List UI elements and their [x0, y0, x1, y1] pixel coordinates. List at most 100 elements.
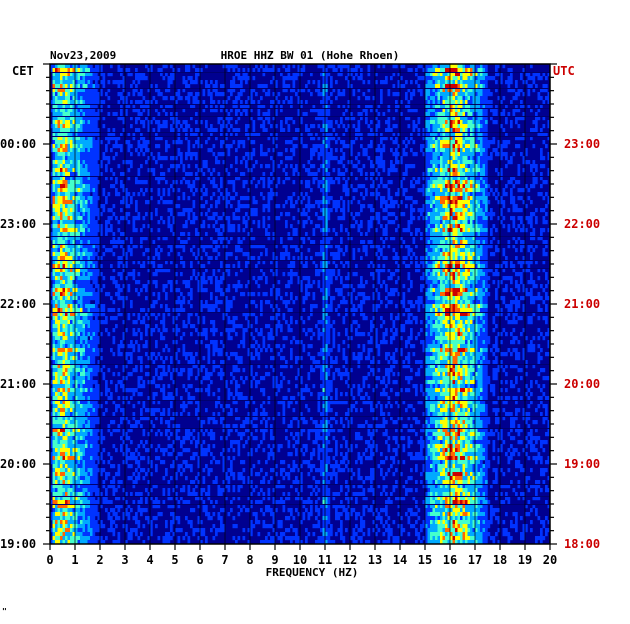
heatmap-cell	[157, 156, 161, 161]
heatmap-cell	[465, 248, 468, 253]
heatmap-cell	[450, 216, 453, 221]
heatmap-cell	[322, 188, 326, 193]
heatmap-cell	[232, 88, 236, 93]
heatmap-cell	[455, 72, 458, 77]
heatmap-cell	[455, 224, 458, 229]
heatmap-cell	[380, 204, 383, 209]
heatmap-cell	[532, 160, 536, 165]
heatmap-cell	[105, 176, 108, 181]
heatmap-cell	[67, 112, 71, 117]
heatmap-cell	[120, 184, 123, 189]
heatmap-cell	[322, 104, 326, 109]
heatmap-cell	[527, 216, 531, 221]
heatmap-cell	[252, 244, 256, 249]
heatmap-cell	[405, 92, 408, 97]
heatmap-cell	[135, 176, 138, 181]
heatmap-cell	[450, 112, 453, 117]
heatmap-cell	[432, 96, 436, 101]
heatmap-cell	[172, 72, 176, 77]
heatmap-cell	[65, 192, 68, 197]
heatmap-cell	[140, 264, 143, 269]
heatmap-cell	[187, 96, 191, 101]
heatmap-cell	[242, 220, 246, 225]
heatmap-cell	[145, 76, 148, 81]
heatmap-cell	[337, 176, 341, 181]
heatmap-cell	[370, 220, 373, 225]
heatmap-cell	[217, 120, 221, 125]
heatmap-cell	[167, 244, 171, 249]
heatmap-cell	[422, 128, 426, 133]
heatmap-cell	[110, 228, 113, 233]
heatmap-cell	[440, 68, 443, 73]
heatmap-cell	[340, 148, 343, 153]
heatmap-cell	[190, 92, 193, 97]
heatmap-cell	[80, 244, 83, 249]
heatmap-cell	[82, 84, 86, 89]
heatmap-cell	[122, 248, 126, 253]
heatmap-cell	[502, 108, 506, 113]
heatmap-cell	[67, 124, 71, 129]
heatmap-cell	[80, 224, 83, 229]
heatmap-cell	[220, 176, 223, 181]
heatmap-cell	[535, 164, 538, 169]
heatmap-cell	[95, 64, 98, 69]
heatmap-cell	[50, 144, 53, 149]
heatmap-cell	[205, 252, 208, 257]
heatmap-cell	[460, 196, 463, 201]
heatmap-cell	[420, 64, 423, 69]
heatmap-cell	[382, 200, 386, 205]
heatmap-cell	[165, 200, 168, 205]
heatmap-cell	[217, 152, 221, 157]
heatmap-cell	[52, 124, 56, 129]
heatmap-cell	[380, 236, 383, 241]
heatmap-cell	[75, 188, 78, 193]
heatmap-cell	[375, 124, 378, 129]
heatmap-cell	[175, 180, 178, 185]
heatmap-cell	[472, 184, 476, 189]
heatmap-cell	[450, 156, 453, 161]
heatmap-cell	[482, 80, 486, 85]
heatmap-cell	[197, 100, 201, 105]
heatmap-cell	[387, 188, 391, 193]
heatmap-cell	[425, 216, 428, 221]
heatmap-cell	[187, 232, 191, 237]
heatmap-cell	[400, 100, 403, 105]
heatmap-cell	[457, 116, 461, 121]
heatmap-cell	[322, 224, 326, 229]
heatmap-cell	[487, 144, 491, 149]
heatmap-cell	[77, 192, 81, 197]
heatmap-cell	[442, 216, 446, 221]
heatmap-cell	[87, 180, 91, 185]
heatmap-cell	[235, 208, 238, 213]
heatmap-cell	[292, 152, 296, 157]
heatmap-cell	[465, 200, 468, 205]
heatmap-cell	[272, 92, 276, 97]
heatmap-cell	[210, 132, 213, 137]
heatmap-cell	[447, 208, 451, 213]
heatmap-cell	[80, 108, 83, 113]
heatmap-cell	[500, 220, 503, 225]
heatmap-cell	[132, 104, 136, 109]
heatmap-cell	[442, 184, 446, 189]
heatmap-cell	[467, 120, 471, 125]
heatmap-cell	[210, 80, 213, 85]
heatmap-cell	[447, 236, 451, 241]
heatmap-cell	[232, 180, 236, 185]
heatmap-cell	[55, 144, 58, 149]
heatmap-cell	[460, 240, 463, 245]
heatmap-cell	[77, 188, 81, 193]
heatmap-cell	[325, 100, 328, 105]
heatmap-cell	[380, 136, 383, 141]
heatmap-cell	[275, 132, 278, 137]
heatmap-cell	[355, 212, 358, 217]
heatmap-cell	[272, 76, 276, 81]
heatmap-cell	[185, 96, 188, 101]
heatmap-cell	[230, 108, 233, 113]
heatmap-cell	[365, 176, 368, 181]
heatmap-cell	[527, 196, 531, 201]
heatmap-cell	[455, 140, 458, 145]
heatmap-cell	[430, 168, 433, 173]
heatmap-cell	[92, 84, 96, 89]
heatmap-cell	[485, 240, 488, 245]
heatmap-cell	[470, 176, 473, 181]
